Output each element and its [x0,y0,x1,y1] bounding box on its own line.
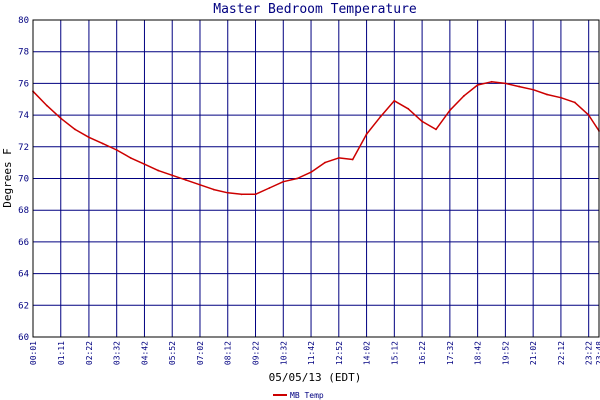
data-point [129,156,132,159]
x-tick-labels: 00:01 01:11 02:22 03:32 04:42 05:52 07:02 08:12… [29,341,600,365]
x-tick-label: 14:02 [363,341,372,365]
x-tick-label: 23:48 [595,341,600,365]
x-tick-label: 00:01 [29,341,38,365]
data-point [532,88,535,91]
data-point [254,193,257,196]
data-point [226,191,229,194]
y-tick-label: 76 [18,79,29,89]
data-point [324,161,326,164]
data-point [351,158,354,161]
x-tick-label: 08:12 [224,341,233,365]
y-tick-label: 78 [18,48,29,58]
data-point [435,128,437,131]
data-point [393,99,396,102]
x-tick-label: 17:32 [446,341,455,365]
y-tick-label: 68 [18,206,29,216]
legend: MB Temp [273,391,324,400]
y-tick-label: 74 [18,111,29,121]
data-point [518,85,521,88]
data-point [379,115,382,118]
x-tick-label: 07:02 [196,341,205,365]
x-tick-label: 18:42 [474,341,483,365]
y-tick-label: 64 [18,270,29,280]
x-tick-label: 15:12 [390,341,399,365]
data-point [296,177,299,180]
data-point [490,80,493,83]
data-point [143,163,146,166]
data-point [407,107,410,110]
data-point [59,117,62,120]
x-tick-label: 01:11 [57,341,66,365]
data-point [88,136,90,139]
data-point [587,114,590,116]
data-point [365,133,368,136]
x-tick-label: 22:12 [557,341,566,365]
y-tick-label: 62 [18,301,29,311]
data-point [240,193,243,196]
y-tick-labels: 60 62 64 66 68 70 72 74 76 78 80 [18,16,29,343]
data-point [421,120,424,123]
y-tick-label: 80 [18,16,29,26]
x-tick-label: 09:22 [252,341,261,365]
series-line-0 [32,81,600,196]
data-point [115,149,118,151]
x-tick-label: 12:52 [335,341,344,365]
data-point [171,174,174,177]
data-point [573,101,576,104]
data-point [212,188,215,191]
y-tick-label: 72 [18,143,29,153]
x-tick-label: 11:42 [307,341,316,365]
x-tick-label: 21:02 [529,341,538,365]
data-point [504,82,507,85]
y-axis-label: Degrees F [1,148,14,208]
data-point [282,180,285,183]
data-point [462,95,465,97]
data-point [185,179,188,181]
data-point [45,104,48,107]
x-tick-label: 05:52 [168,341,177,365]
plot-frame [32,19,600,338]
data-point [310,171,312,174]
legend-label: MB Temp [290,391,324,400]
y-tick-label: 60 [18,333,29,343]
x-tick-label: 10:32 [279,341,288,365]
data-point [448,109,451,112]
data-point [476,84,479,86]
data-point [546,93,548,96]
data-point [199,183,201,186]
x-tick-label: 23:22 [585,341,594,365]
x-tick-label: 02:22 [85,341,94,365]
data-point [101,142,104,145]
data-point [268,187,271,189]
x-tick-label: 16:22 [418,341,427,365]
x-tick-label: 19:52 [501,341,510,365]
x-axis-label: 05/05/13 (EDT) [269,371,362,384]
data-point [560,96,562,99]
x-tick-label: 04:42 [140,341,149,365]
x-tick-label: 03:32 [113,341,122,365]
chart-title: Master Bedroom Temperature [213,2,417,17]
y-tick-label: 66 [18,238,29,248]
data-point [157,169,160,172]
data-point [337,156,340,159]
data-point [74,128,76,131]
y-tick-label: 70 [18,175,29,185]
